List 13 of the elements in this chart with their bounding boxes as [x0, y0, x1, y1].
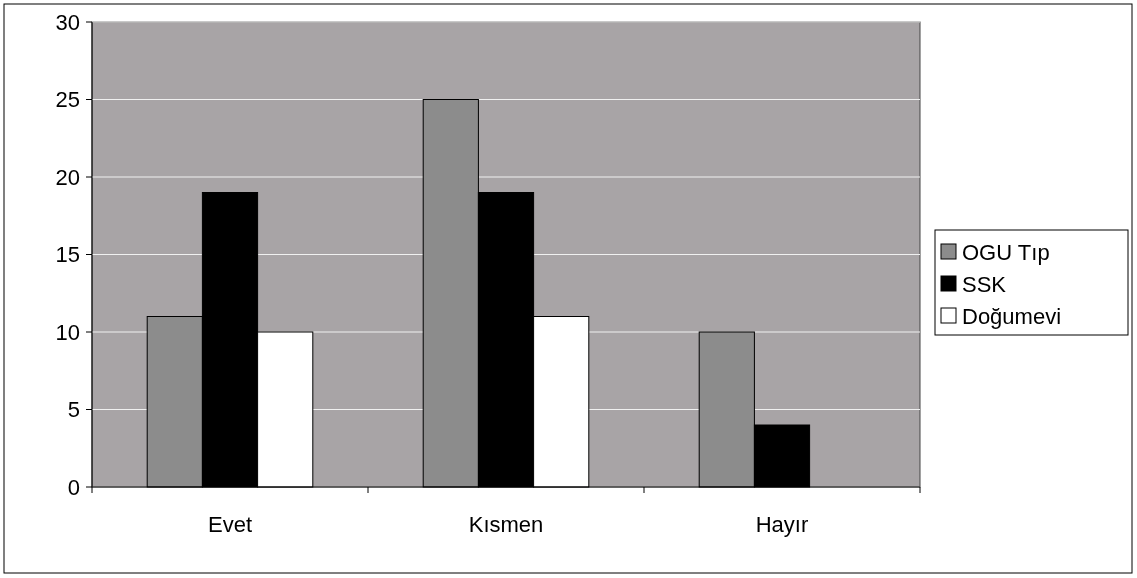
y-tick-label: 10 — [55, 319, 80, 345]
legend-label: OGU Tıp — [962, 239, 1050, 265]
x-tick-label: Kısmen — [468, 512, 544, 537]
y-tick-label: 20 — [55, 164, 80, 190]
y-tick-label: 15 — [55, 242, 80, 268]
y-tick-label: 30 — [55, 9, 80, 35]
y-tick-label: 5 — [67, 397, 80, 423]
y-tick-label: 0 — [67, 474, 80, 500]
y-tick-label: 25 — [55, 87, 80, 113]
x-tick-label: Evet — [207, 512, 253, 537]
x-tick-label: Hayır — [755, 512, 809, 537]
legend-label: SSK — [962, 271, 1007, 297]
legend-label: Doğumevi — [962, 303, 1062, 329]
